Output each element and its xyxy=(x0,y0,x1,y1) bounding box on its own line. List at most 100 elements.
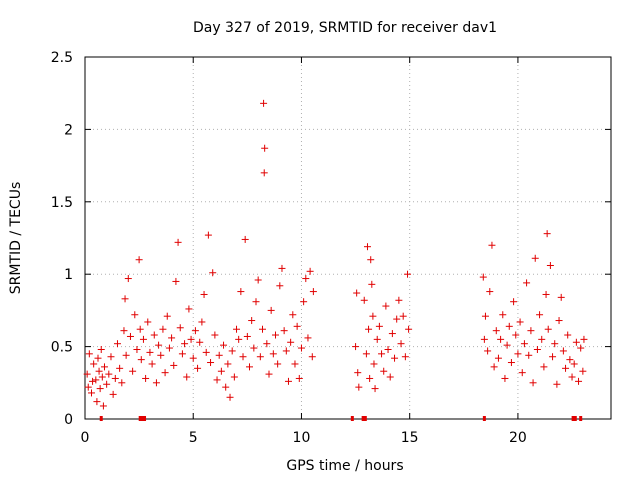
data-point xyxy=(564,331,572,339)
data-point xyxy=(237,288,245,296)
data-point xyxy=(507,359,515,367)
data-point xyxy=(562,364,570,372)
grid xyxy=(85,57,611,419)
data-point xyxy=(404,270,412,278)
data-point xyxy=(382,302,390,310)
baseline-marker xyxy=(571,416,575,421)
y-axis-label: SRMTID / TECUs xyxy=(8,182,24,295)
data-point xyxy=(486,288,494,296)
data-point xyxy=(371,385,379,393)
data-point xyxy=(289,311,297,319)
data-point xyxy=(258,325,266,333)
data-point xyxy=(492,327,500,335)
data-point xyxy=(353,289,361,297)
data-point xyxy=(211,331,219,339)
data-point xyxy=(260,99,268,107)
data-point xyxy=(363,243,371,251)
data-point xyxy=(83,370,91,378)
data-point xyxy=(300,298,308,306)
data-point xyxy=(204,231,212,239)
data-point xyxy=(278,264,286,272)
data-point xyxy=(384,345,392,353)
data-point xyxy=(529,379,537,387)
data-point xyxy=(260,169,268,177)
data-point xyxy=(111,374,119,382)
data-point xyxy=(304,334,312,342)
data-point xyxy=(367,256,375,264)
x-tick-label: 5 xyxy=(189,430,198,446)
data-point xyxy=(559,347,567,355)
data-point xyxy=(580,335,588,343)
data-point xyxy=(302,275,310,283)
y-tick-labels: 0 0.5 1 1.5 2 2.5 xyxy=(51,50,73,428)
data-point xyxy=(135,256,143,264)
y-tick-label: 2.5 xyxy=(51,50,73,66)
data-point xyxy=(136,325,144,333)
data-point xyxy=(293,322,301,330)
data-point xyxy=(538,335,546,343)
data-point xyxy=(121,295,129,303)
data-point xyxy=(226,393,234,401)
x-tick-label: 0 xyxy=(81,430,90,446)
data-point xyxy=(84,383,92,391)
data-point xyxy=(129,367,137,375)
data-point xyxy=(254,276,262,284)
data-point xyxy=(549,353,557,361)
data-point xyxy=(139,335,147,343)
data-point xyxy=(360,296,368,304)
data-point xyxy=(222,383,230,391)
data-point xyxy=(544,325,552,333)
data-point xyxy=(235,335,243,343)
data-point xyxy=(163,312,171,320)
data-point xyxy=(233,325,241,333)
data-point xyxy=(228,347,236,355)
data-point xyxy=(100,363,108,371)
data-point xyxy=(291,360,299,368)
baseline-marker xyxy=(579,416,583,421)
axis-ticks xyxy=(84,56,611,420)
data-point xyxy=(261,144,269,152)
data-point xyxy=(198,318,206,326)
data-point xyxy=(399,312,407,320)
data-point xyxy=(246,363,254,371)
data-point xyxy=(209,269,217,277)
data-point xyxy=(566,356,574,364)
data-point xyxy=(168,334,176,342)
data-point xyxy=(105,370,113,378)
data-point xyxy=(103,380,111,388)
data-point xyxy=(362,350,370,358)
baseline-marker xyxy=(140,416,144,421)
data-point xyxy=(531,254,539,262)
data-point xyxy=(366,374,374,382)
data-point xyxy=(89,377,97,385)
data-point xyxy=(118,379,126,387)
baseline-marker xyxy=(363,416,367,421)
data-point xyxy=(85,350,93,358)
data-point xyxy=(540,363,548,371)
data-point xyxy=(553,380,561,388)
data-point xyxy=(297,344,305,352)
data-point xyxy=(397,340,405,348)
data-point xyxy=(189,354,197,362)
data-point xyxy=(239,353,247,361)
data-point xyxy=(191,327,199,335)
data-point xyxy=(542,290,550,298)
data-point xyxy=(368,280,376,288)
data-point xyxy=(577,344,585,352)
data-point xyxy=(90,360,98,368)
chart-title: Day 327 of 2019, SRMTID for receiver dav… xyxy=(193,20,497,36)
data-point xyxy=(94,354,102,362)
data-point xyxy=(176,324,184,332)
data-point xyxy=(146,348,154,356)
data-point xyxy=(355,383,363,391)
x-tick-labels: 0 5 10 15 20 xyxy=(81,430,527,446)
data-point xyxy=(150,331,158,339)
data-point xyxy=(97,345,105,353)
data-point xyxy=(520,340,528,348)
data-point xyxy=(533,345,541,353)
data-point xyxy=(284,377,292,385)
x-axis-label: GPS time / hours xyxy=(286,458,403,474)
data-point xyxy=(196,338,204,346)
data-point xyxy=(352,343,360,351)
data-point xyxy=(551,340,559,348)
